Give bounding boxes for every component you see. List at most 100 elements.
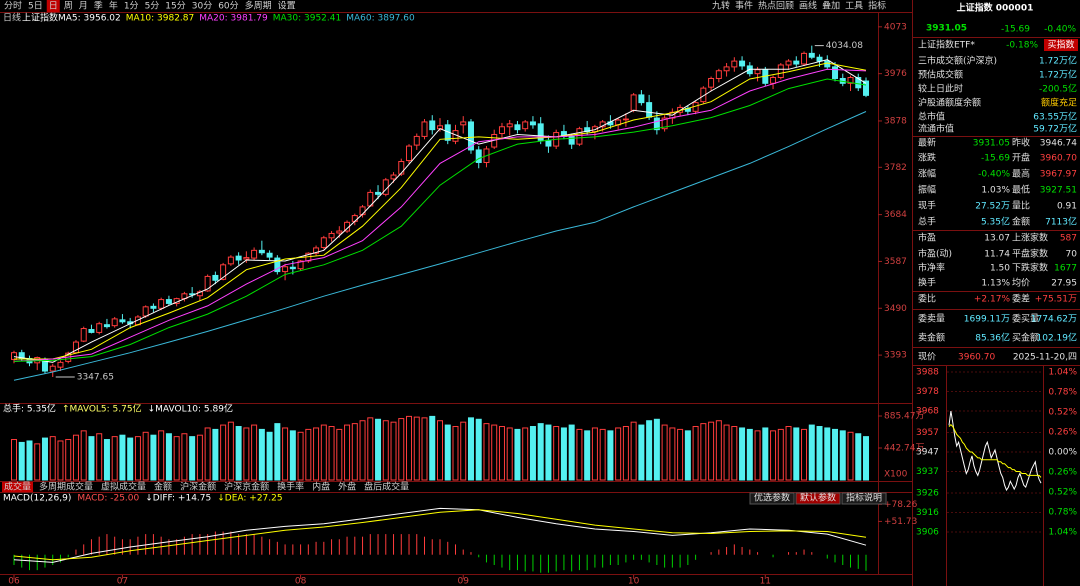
y2-tick-label: 0.78% <box>1048 508 1077 518</box>
quote-value: 63.55万亿 <box>1033 111 1077 123</box>
quote-value: -0.40% <box>978 170 1010 180</box>
candle-body <box>467 121 474 151</box>
y-tick-label: 885.47万 <box>884 412 925 422</box>
candle-body <box>646 102 653 118</box>
quote-label: 市盈 <box>918 232 936 244</box>
toolbar-item[interactable]: 1分 <box>124 1 139 12</box>
toolbar-item[interactable]: 分时 <box>4 0 22 12</box>
quote-value: 额度充足 <box>1041 97 1077 109</box>
volume-bar <box>545 424 552 481</box>
quote-value: 5.35亿 <box>981 216 1010 228</box>
candle-body <box>808 52 815 58</box>
indicator-tab[interactable]: 金额 <box>154 481 172 493</box>
volume-legend: ↑MAVOL5: 5.75亿 <box>62 403 142 415</box>
indicator-tab[interactable]: 成交量 <box>4 481 31 493</box>
instrument-name: 上证指数 <box>22 12 58 24</box>
indicator-tab[interactable]: 外盘 <box>338 481 356 493</box>
volume-bar <box>661 424 668 481</box>
quote-label: 上涨家数 <box>1012 232 1048 244</box>
toolbar-item[interactable]: 30分 <box>192 1 212 12</box>
toolbar-item[interactable]: 热点回顾 <box>758 0 794 12</box>
quote-label: 总手 <box>918 216 936 228</box>
quote-label: 现手 <box>918 200 936 212</box>
volume-bar <box>127 437 134 481</box>
toolbar-item[interactable]: 15分 <box>165 1 185 12</box>
candle-body <box>235 255 242 261</box>
toolbar-item[interactable]: 日 <box>49 1 58 12</box>
indicator-tab[interactable]: 多周期成交量 <box>39 481 93 493</box>
volume-bar <box>305 428 312 481</box>
volume-bar <box>584 430 591 481</box>
quote-label: 预估成交额 <box>918 69 963 81</box>
quote-value: 59.72万亿 <box>1033 123 1077 135</box>
indicator-tab[interactable]: 沪深金额 <box>180 481 216 493</box>
toolbar-item[interactable]: 年 <box>109 0 118 12</box>
indicator-button[interactable]: 默认参数 <box>800 492 836 504</box>
indicator-tab[interactable]: 盘后成交量 <box>364 481 409 493</box>
volume-bar <box>514 428 521 481</box>
buy-button-box[interactable] <box>1044 39 1078 51</box>
quote-label: 委卖量 <box>918 313 945 325</box>
toolbar-item[interactable]: 季 <box>94 0 103 12</box>
volume-bar <box>607 430 614 481</box>
quote-label: 最高 <box>1012 168 1030 180</box>
toolbar-item[interactable]: 周 <box>64 1 73 12</box>
volume-bar <box>537 423 544 481</box>
toolbar-item[interactable]: 工具 <box>845 1 863 12</box>
buy-button[interactable]: 买指数 <box>1047 39 1074 51</box>
quote-value: 70 <box>1066 250 1078 260</box>
toolbar-item[interactable]: 九转 <box>712 0 730 12</box>
indicator-tab[interactable]: 换手率 <box>277 481 304 493</box>
toolbar-item[interactable]: 事件 <box>735 0 753 12</box>
indicator-tab[interactable]: 内盘 <box>312 481 330 493</box>
candle-body <box>150 305 157 309</box>
candle-body <box>88 329 95 333</box>
toolbar-item[interactable]: 设置 <box>278 1 296 12</box>
toolbar-item[interactable]: 5日 <box>28 1 43 12</box>
volume-bar <box>863 436 869 481</box>
quote-label: 最新 <box>918 137 936 149</box>
volume-bar <box>553 426 560 481</box>
volume-bar <box>460 421 467 481</box>
y-tick-label: 3957 <box>916 428 939 438</box>
candle-body <box>11 352 17 360</box>
toolbar-item[interactable]: 多周期 <box>245 0 272 12</box>
candle-body <box>103 324 110 328</box>
toolbar-item[interactable]: 叠加 <box>822 1 840 12</box>
toolbar-item[interactable]: 5分 <box>145 1 160 12</box>
candle-body <box>653 117 660 131</box>
candle-body <box>80 328 87 342</box>
quote-value: 1.72万亿 <box>1039 69 1077 81</box>
candle-body <box>204 275 211 292</box>
volume-bar <box>266 431 273 481</box>
volume-bar <box>723 424 730 481</box>
macd-line <box>13 507 867 563</box>
volume-bar <box>390 421 397 481</box>
quote-value: 1677 <box>1054 264 1077 274</box>
toolbar-item[interactable]: 60分 <box>218 1 238 12</box>
candle-body <box>832 66 839 79</box>
y-tick-label: 3490 <box>884 304 907 314</box>
legend-entry: MA20: 3981.79 <box>199 14 268 24</box>
indicator-button[interactable]: 指标说明 <box>846 492 882 504</box>
volume-bar <box>382 420 389 481</box>
candle-body <box>847 77 854 84</box>
toolbar-item[interactable]: 指标 <box>868 0 886 12</box>
volume-bar <box>467 417 474 481</box>
toolbar-item[interactable]: 画线 <box>799 0 817 12</box>
volume-bar <box>227 421 234 481</box>
y-tick-label: 3976 <box>884 69 907 79</box>
y-tick-label: +51.73 <box>884 517 917 527</box>
candle-body <box>328 232 335 239</box>
intraday-line <box>948 411 1042 492</box>
indicator-button[interactable]: 优选参数 <box>754 492 790 504</box>
candle-body <box>413 135 420 146</box>
volume-bar <box>677 428 684 481</box>
toolbar-item[interactable]: 月 <box>79 1 88 12</box>
candle-body <box>18 352 25 359</box>
indicator-tab[interactable]: 虚拟成交量 <box>101 481 146 493</box>
indicator-tab[interactable]: 沪深京金额 <box>224 481 269 493</box>
volume-bar <box>80 430 87 481</box>
x-tick-label: 11 <box>760 577 771 586</box>
